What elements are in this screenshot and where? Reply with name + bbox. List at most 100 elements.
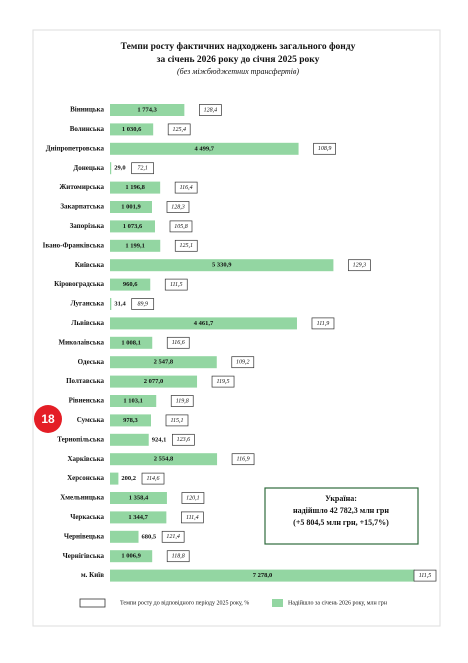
value-label: 1 030,6 xyxy=(122,126,142,133)
summary-title: Україна: xyxy=(325,494,357,503)
rate-box xyxy=(169,220,193,233)
bar xyxy=(110,395,157,407)
bar xyxy=(110,472,119,485)
category-label: Одеська xyxy=(78,358,105,366)
rate-box xyxy=(231,356,255,369)
category-label: Донецька xyxy=(73,164,104,172)
bar xyxy=(110,104,185,116)
category-label: Чернівецька xyxy=(64,532,105,540)
category-label: Миколаївська xyxy=(59,338,105,346)
bar xyxy=(110,201,152,213)
rate-label: 116,9 xyxy=(237,457,250,463)
category-label: Полтавська xyxy=(66,377,104,385)
value-label: 1 196,8 xyxy=(125,184,145,191)
rate-box xyxy=(181,492,205,504)
rate-box xyxy=(174,239,198,252)
value-label: 1 774,3 xyxy=(137,106,157,113)
rate-label: 111,5 xyxy=(419,573,432,579)
category-label: Львівська xyxy=(71,319,104,327)
value-label: 1 001,9 xyxy=(121,203,141,210)
rate-label: 119,8 xyxy=(176,398,189,404)
value-label: 1 344,7 xyxy=(128,514,148,521)
rate-box xyxy=(231,453,255,466)
value-label: 1 103,1 xyxy=(123,397,143,404)
rate-box xyxy=(174,181,198,194)
rate-label: 116,4 xyxy=(180,184,193,191)
value-label: 200,2 xyxy=(121,475,136,482)
rate-box xyxy=(131,298,155,310)
rate-box xyxy=(164,278,188,291)
summary-total: надійшло 42 782,3 млн грн xyxy=(293,506,389,515)
value-label: 2 554,8 xyxy=(154,456,174,463)
bar xyxy=(110,123,154,136)
legend-label: Темпи росту до відповідного періоду 2025… xyxy=(120,600,249,606)
bar xyxy=(110,220,155,233)
bar xyxy=(110,259,334,272)
rate-label: 111,4 xyxy=(186,514,199,521)
bar xyxy=(110,142,299,155)
rate-box xyxy=(165,414,189,427)
rate-label: 89,9 xyxy=(137,301,148,307)
value-label: 960,6 xyxy=(123,281,138,288)
summary-change: (+5 804,5 млн грн, +15,7%) xyxy=(293,518,389,527)
bar xyxy=(110,492,167,504)
rate-label: 128,3 xyxy=(171,204,185,210)
bar xyxy=(110,356,217,369)
annotation-badge xyxy=(34,405,62,433)
rate-box xyxy=(166,336,190,349)
category-label: Тернопільська xyxy=(57,435,104,443)
value-label: 4 461,7 xyxy=(194,320,214,327)
category-label: Житомирська xyxy=(59,183,104,191)
rate-box xyxy=(172,433,195,446)
category-label: Харківська xyxy=(67,455,104,463)
chart-note: (без міжбюджетних трансфертів) xyxy=(177,67,299,76)
annotation: 18 xyxy=(41,412,55,426)
bar xyxy=(110,162,112,175)
category-label: Чернігівська xyxy=(63,552,105,560)
category-label: Івано-Франківська xyxy=(43,241,105,249)
rate-box xyxy=(199,104,222,116)
rate-label: 111,9 xyxy=(317,321,330,327)
bar xyxy=(110,181,161,194)
summary-box xyxy=(264,487,419,545)
category-label: Сумська xyxy=(77,416,105,424)
bar xyxy=(110,375,198,388)
chart-subtitle: за січень 2026 року до січня 2025 року xyxy=(157,54,320,65)
rate-box xyxy=(161,530,185,543)
rate-box xyxy=(348,259,371,272)
value-label: 1 358,4 xyxy=(129,494,149,501)
rate-label: 72,1 xyxy=(137,166,148,172)
rate-label: 105,8 xyxy=(174,224,188,230)
rate-label: 116,6 xyxy=(172,340,185,346)
value-label: 680,5 xyxy=(142,533,157,540)
value-label: 2 077,0 xyxy=(144,378,164,385)
category-label: Запорізька xyxy=(70,222,105,230)
rate-label: 115,1 xyxy=(170,418,183,424)
chart-title: Темпи росту фактичних надходжень загальн… xyxy=(121,41,356,52)
category-label: Херсонська xyxy=(67,474,104,482)
rate-box xyxy=(170,395,194,407)
value-label: 1 073,6 xyxy=(123,223,143,230)
rate-box xyxy=(211,375,235,388)
rate-label: 125,4 xyxy=(172,126,186,133)
rate-label: 119,5 xyxy=(217,379,230,385)
value-label: 7 278,0 xyxy=(253,572,273,579)
rate-box xyxy=(131,162,154,175)
rate-box xyxy=(181,511,204,524)
value-label: 1 199,1 xyxy=(125,242,145,249)
bar xyxy=(110,336,153,349)
bar xyxy=(110,433,149,446)
rate-box xyxy=(167,123,191,136)
category-label: Черкаська xyxy=(70,513,104,521)
category-label: Вінницька xyxy=(70,106,104,114)
bar xyxy=(110,550,153,563)
category-label: Хмельницька xyxy=(60,494,104,502)
rate-label: 121,4 xyxy=(166,533,180,540)
rate-label: 108,9 xyxy=(318,146,332,152)
bar xyxy=(110,317,297,330)
value-label: 31,4 xyxy=(114,300,126,307)
rate-label: 111,5 xyxy=(170,282,183,288)
value-label: 1 006,9 xyxy=(121,553,141,560)
legend-swatch xyxy=(79,598,106,608)
